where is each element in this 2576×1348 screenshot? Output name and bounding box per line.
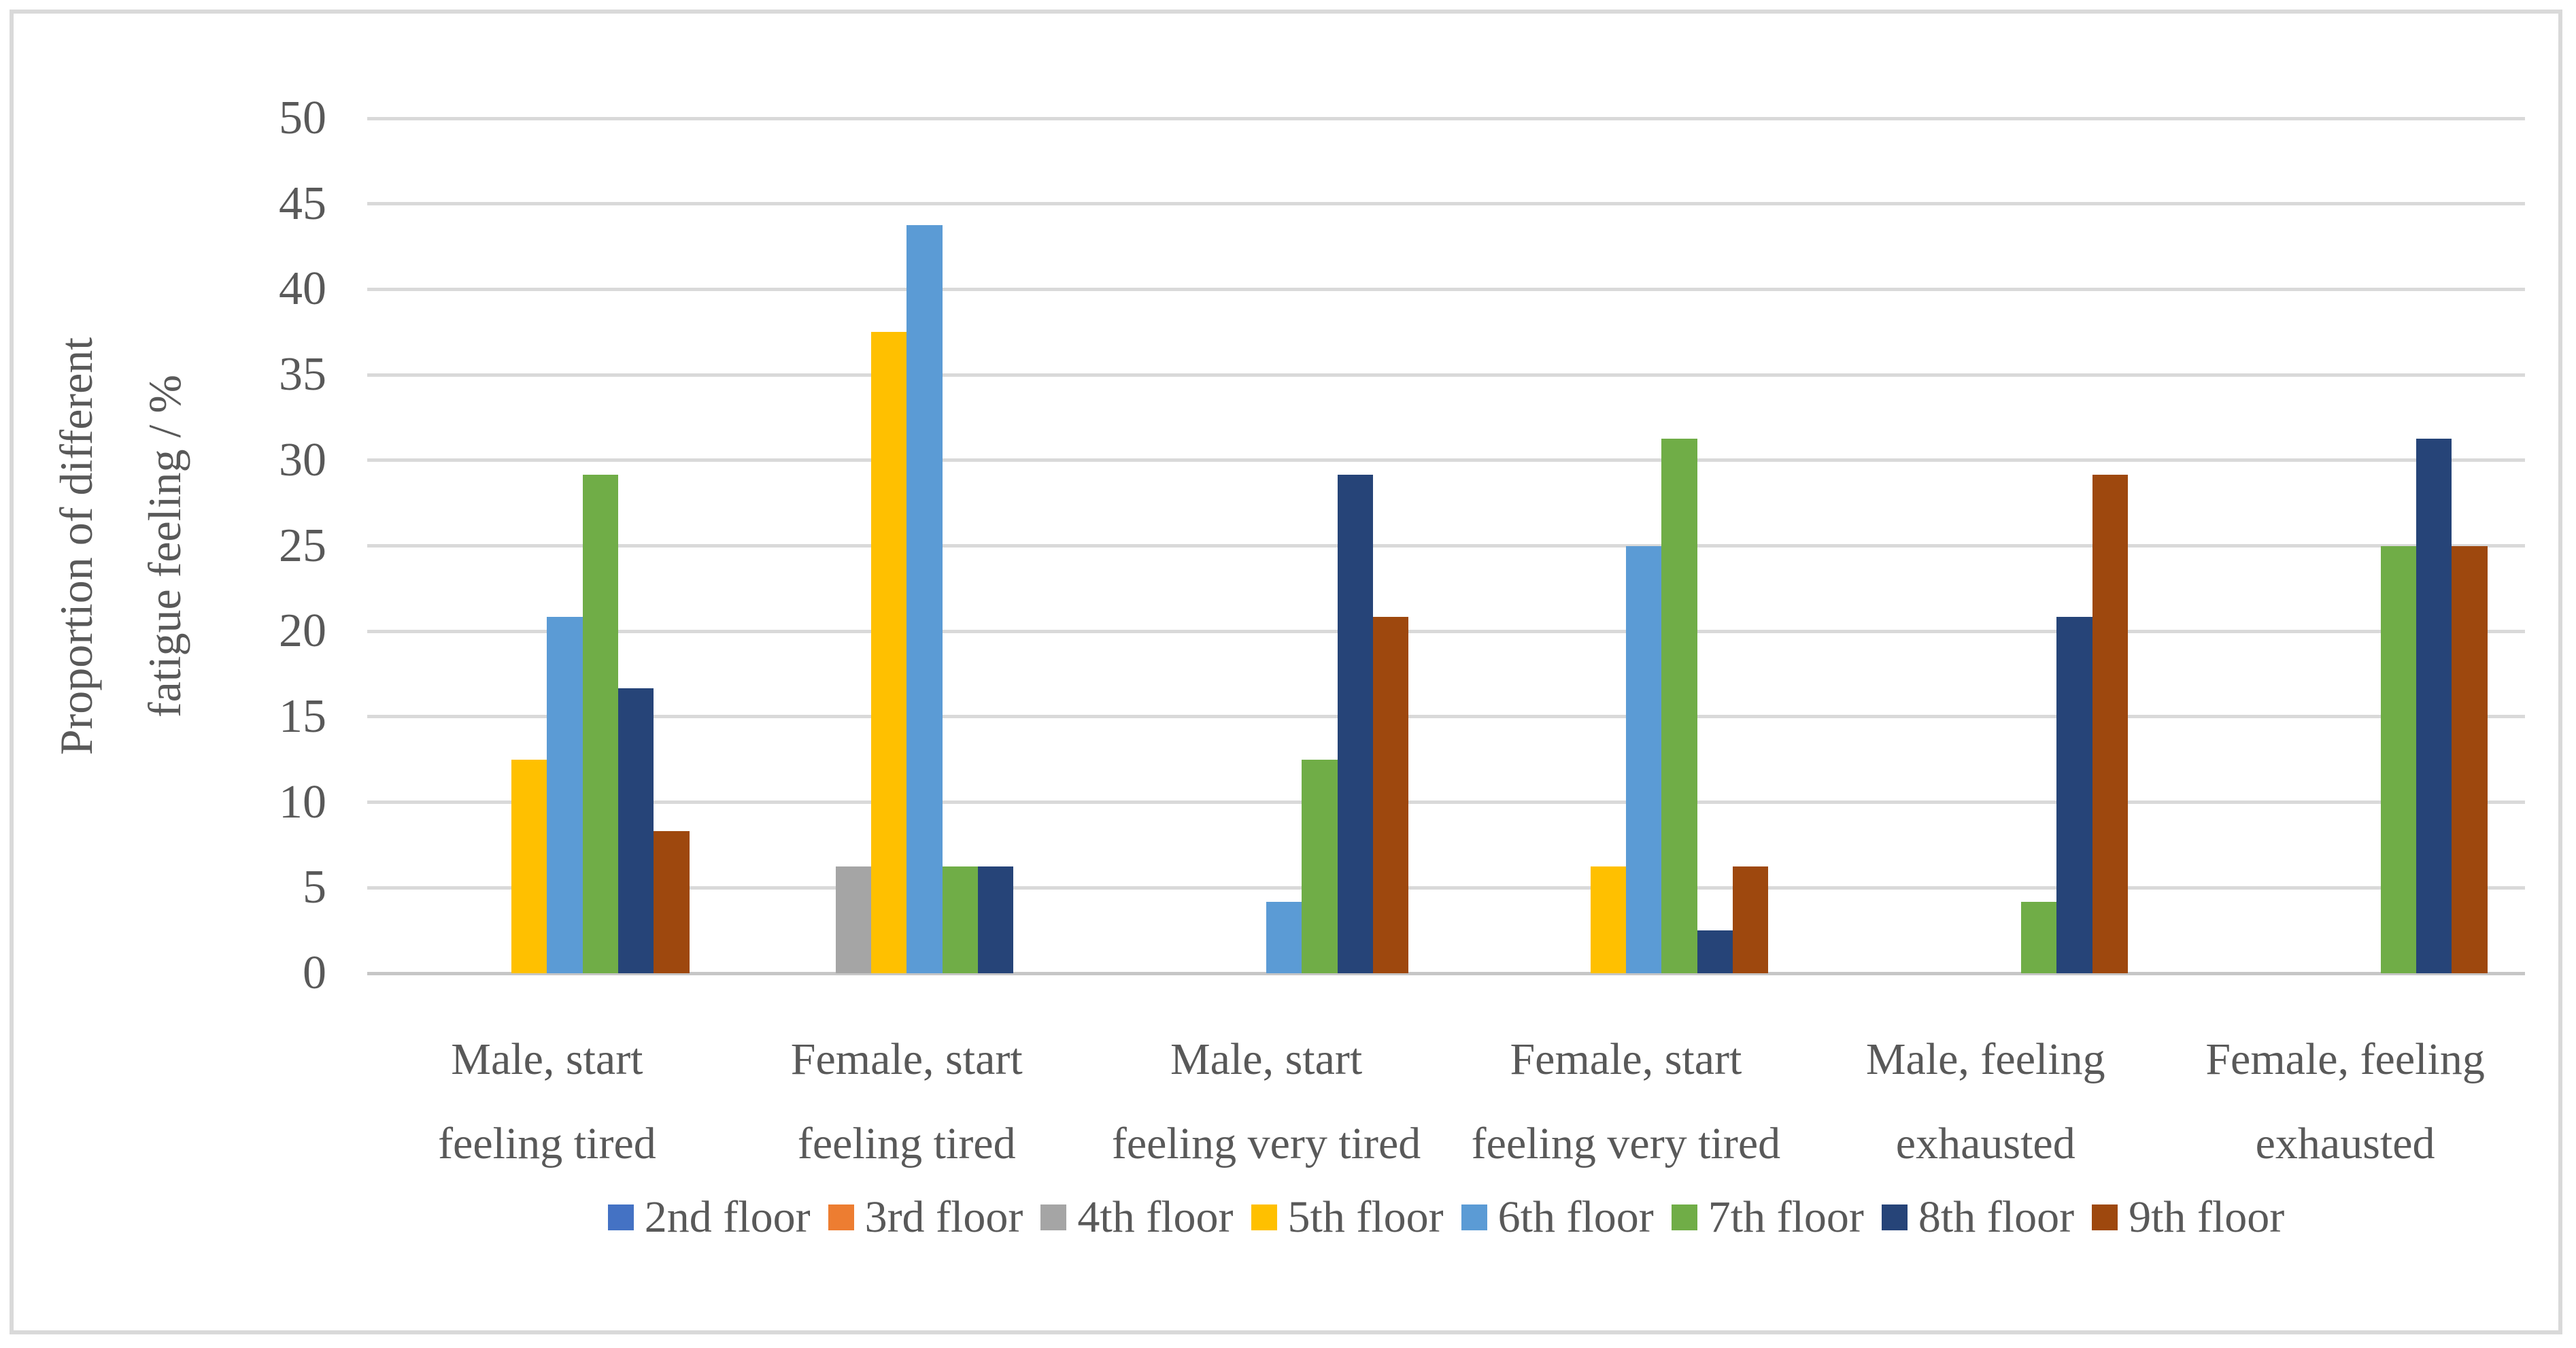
category-label-line: Male, start: [451, 1034, 643, 1084]
legend-swatch-icon: [2092, 1204, 2118, 1230]
legend-swatch-icon: [828, 1204, 854, 1230]
gridline: [367, 373, 2525, 377]
category-label-line: Male, feeling: [1865, 1034, 2105, 1084]
bar-5th-floor-cat4: [1590, 866, 1626, 973]
legend-swatch-icon: [1461, 1204, 1487, 1230]
legend-swatch-icon: [1671, 1204, 1697, 1230]
bar-9th-floor-cat4: [1732, 866, 1769, 973]
bar-8th-floor-cat4: [1697, 930, 1733, 973]
gridline: [367, 715, 2525, 719]
bar-6th-floor-cat4: [1625, 545, 1662, 973]
chart-border: [10, 10, 2562, 1334]
bar-8th-floor-cat3: [1337, 474, 1373, 973]
gridline: [367, 202, 2525, 206]
legend-swatch-icon: [607, 1204, 634, 1230]
legend-label: 8th floor: [1918, 1192, 2075, 1242]
gridline: [367, 458, 2525, 462]
category-label: Female, start feeling tired: [696, 1017, 1117, 1186]
y-tick-label: 40: [279, 263, 326, 316]
category-label-line: feeling tired: [797, 1119, 1016, 1168]
legend-label: 2nd floor: [644, 1192, 811, 1242]
legend-label: 6th floor: [1497, 1192, 1654, 1242]
y-tick-label: 15: [279, 690, 326, 743]
gridline: [367, 116, 2525, 120]
y-tick-label: 20: [279, 605, 326, 658]
gridline: [367, 801, 2525, 805]
y-tick-label: 25: [279, 519, 326, 572]
y-axis-title-line-1: Proportion of different: [50, 337, 102, 756]
legend-label: 4th floor: [1077, 1192, 1234, 1242]
x-axis-line: [367, 971, 2525, 975]
bar-8th-floor-cat5: [2056, 617, 2092, 973]
legend: 2nd floor 3rd floor 4th floor 5th floor 6th …: [367, 1186, 2525, 1249]
legend-swatch-icon: [1040, 1204, 1067, 1230]
category-label-line: exhausted: [1895, 1119, 2075, 1168]
bar-5th-floor-cat2: [870, 332, 907, 973]
bar-9th-floor-cat5: [2092, 474, 2128, 973]
category-label-line: Female, feeling: [2205, 1034, 2485, 1084]
category-label: Female, feeling exhausted: [2135, 1017, 2556, 1186]
category-label: Male, start feeling tired: [336, 1017, 758, 1186]
legend-item-3rd-floor: 3rd floor: [828, 1190, 1023, 1245]
y-tick-label: 5: [303, 861, 326, 914]
legend-item-4th-floor: 4th floor: [1040, 1190, 1234, 1245]
bar-6th-floor-cat3: [1266, 902, 1302, 973]
category-label-line: Female, start: [790, 1034, 1023, 1084]
y-tick-label: 0: [303, 947, 326, 999]
bar-8th-floor-cat1: [618, 688, 654, 973]
bar-7th-floor-cat6: [2380, 545, 2417, 973]
bar-4th-floor-cat2: [835, 866, 871, 973]
bar-9th-floor-cat1: [654, 830, 690, 973]
bar-9th-floor-cat3: [1372, 617, 1409, 973]
y-tick-label: 50: [279, 92, 326, 144]
legend-item-6th-floor: 6th floor: [1461, 1190, 1654, 1245]
bar-8th-floor-cat2: [977, 866, 1014, 973]
legend-item-9th-floor: 9th floor: [2092, 1190, 2284, 1245]
legend-label: 9th floor: [2129, 1192, 2285, 1242]
legend-item-8th-floor: 8th floor: [1881, 1190, 2075, 1245]
category-label-line: exhausted: [2255, 1119, 2435, 1168]
bar-6th-floor-cat2: [906, 225, 943, 973]
category-label: Male, start feeling very tired: [1055, 1017, 1477, 1186]
legend-item-5th-floor: 5th floor: [1251, 1190, 1444, 1245]
y-tick-label: 10: [279, 775, 326, 828]
category-label: Female, start feeling very tired: [1415, 1017, 1837, 1186]
gridline: [367, 886, 2525, 890]
legend-swatch-icon: [1881, 1204, 1908, 1230]
bar-5th-floor-cat1: [511, 759, 547, 973]
bar-8th-floor-cat6: [2416, 439, 2452, 973]
legend-item-2nd-floor: 2nd floor: [607, 1190, 811, 1245]
bar-7th-floor-cat3: [1302, 759, 1338, 973]
gridline: [367, 287, 2525, 291]
bar-6th-floor-cat1: [547, 617, 583, 973]
legend-label: 3rd floor: [864, 1192, 1023, 1242]
legend-label: 7th floor: [1708, 1192, 1864, 1242]
category-label: Male, feeling exhausted: [1775, 1017, 2197, 1186]
legend-label: 5th floor: [1287, 1192, 1444, 1242]
y-tick-label: 45: [279, 177, 326, 230]
bar-7th-floor-cat4: [1661, 439, 1697, 973]
category-label-line: Male, start: [1170, 1034, 1363, 1084]
category-label-line: feeling very tired: [1111, 1119, 1421, 1168]
category-label-line: feeling very tired: [1471, 1119, 1781, 1168]
bar-7th-floor-cat2: [942, 866, 978, 973]
legend-swatch-icon: [1251, 1204, 1277, 1230]
bar-7th-floor-cat1: [582, 474, 618, 973]
category-label-line: Female, start: [1510, 1034, 1742, 1084]
bar-7th-floor-cat5: [2021, 902, 2057, 973]
y-tick-label: 30: [279, 433, 326, 486]
gridline: [367, 629, 2525, 633]
legend-item-7th-floor: 7th floor: [1671, 1190, 1864, 1245]
gridline: [367, 544, 2525, 547]
bar-9th-floor-cat6: [2452, 545, 2488, 973]
category-label-line: feeling tired: [438, 1119, 656, 1168]
y-tick-label: 35: [279, 348, 326, 401]
